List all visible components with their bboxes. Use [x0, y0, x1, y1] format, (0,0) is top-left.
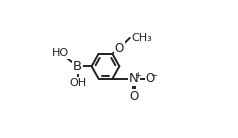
Text: CH₃: CH₃ — [132, 33, 153, 43]
Text: +: + — [134, 71, 141, 80]
Text: OH: OH — [69, 78, 86, 88]
Text: B: B — [73, 60, 82, 73]
Text: O: O — [145, 72, 155, 85]
Text: HO: HO — [52, 48, 69, 58]
Text: −: − — [150, 71, 157, 80]
Text: O: O — [115, 42, 124, 55]
Text: N: N — [129, 72, 139, 85]
Text: O: O — [129, 90, 139, 103]
